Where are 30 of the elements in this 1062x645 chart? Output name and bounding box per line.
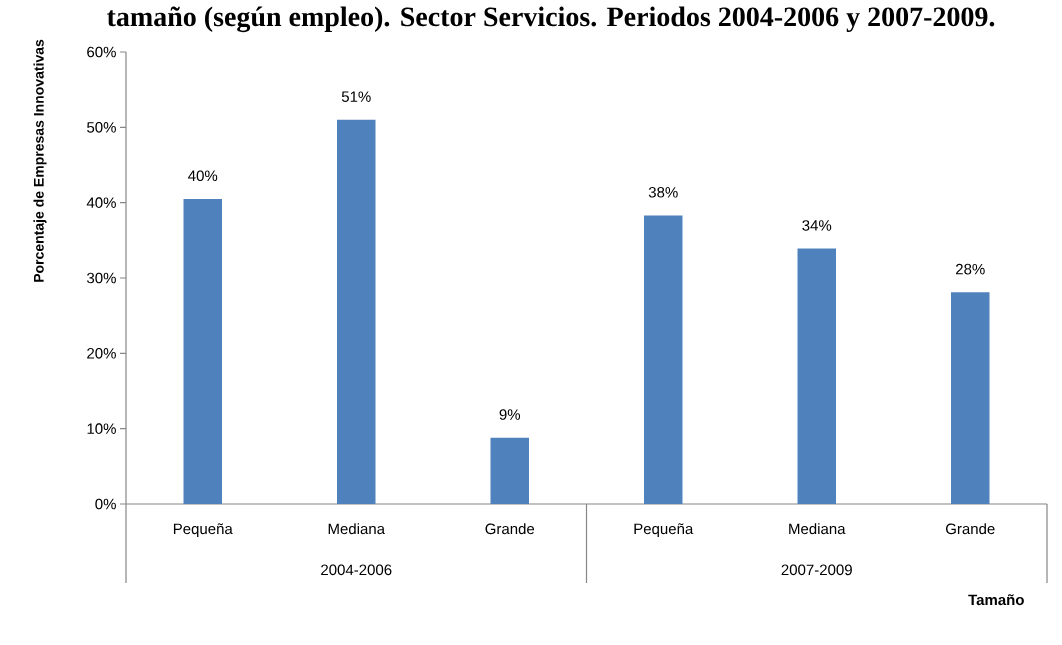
y-tick-label: 40%	[86, 197, 116, 208]
bar	[951, 292, 990, 504]
x-tick-label: Grande	[945, 523, 995, 535]
data-label: 9%	[499, 409, 521, 420]
bar	[797, 248, 837, 504]
y-tick-label: 20%	[87, 348, 116, 359]
y-tick-label: 0%	[95, 498, 116, 510]
data-label: 38%	[648, 186, 678, 198]
data-label: 34%	[802, 220, 832, 231]
x-tick-label: Grande	[485, 523, 535, 535]
x-tick-label: Pequeña	[634, 523, 694, 538]
bar	[183, 198, 222, 504]
x-tick-label: Mediana	[789, 523, 846, 535]
bar	[644, 215, 683, 504]
y-tick-label: 50%	[87, 122, 116, 133]
y-tick-label: 60%	[87, 46, 116, 58]
data-label: 51%	[341, 91, 371, 102]
x-tick-label: Mediana	[328, 523, 386, 535]
x-axis-title: Tamaño	[968, 594, 1024, 606]
y-axis-title: Porcentaje de Empresas Innovativas	[33, 39, 47, 282]
text: 2007-2009	[781, 564, 852, 576]
bar	[490, 437, 529, 504]
text: 2004-2006	[321, 564, 392, 576]
x-tick-label: Pequeña	[173, 523, 233, 538]
data-label: 28%	[956, 263, 985, 275]
data-label: 40%	[188, 170, 218, 182]
y-tick-label: 10%	[87, 423, 116, 434]
y-tick-label: 30%	[87, 272, 116, 284]
chart-title: tamaño (según empleo). Sector Servicios. Periodos 2004-2006 y 2007-2009.	[107, 6, 995, 33]
bar	[337, 119, 376, 504]
